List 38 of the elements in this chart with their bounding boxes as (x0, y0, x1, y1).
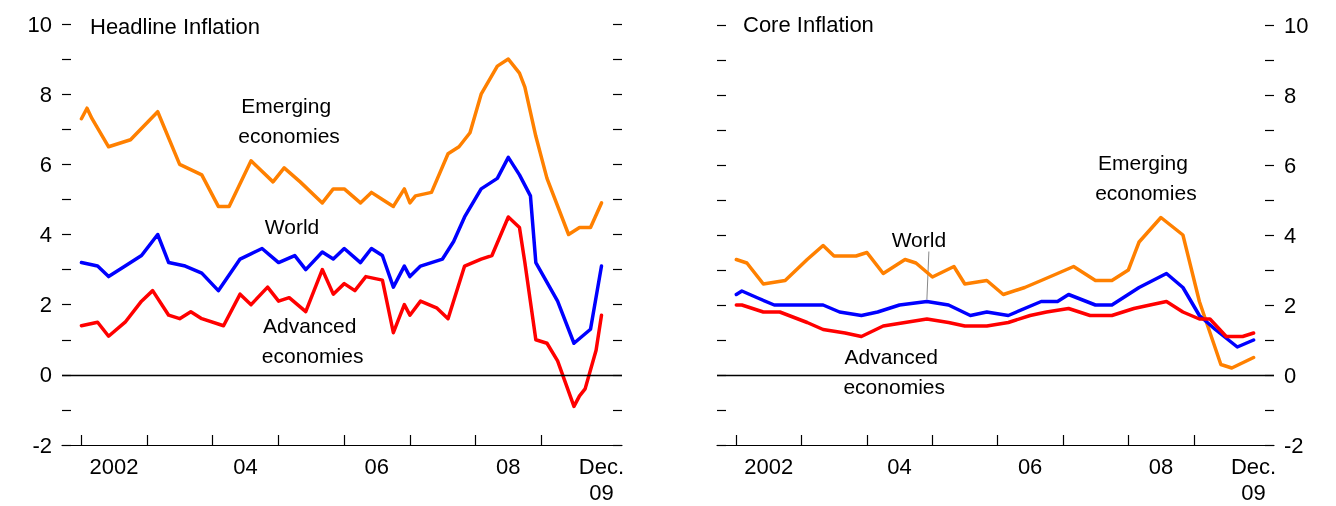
y-tick-label: 2 (39, 292, 52, 318)
series-label: Emerging economies (1095, 151, 1197, 204)
y-tick-label: 0 (39, 362, 52, 388)
x-tick-label: 08 (1148, 453, 1174, 479)
chart-title: Core Inflation (743, 11, 874, 37)
line-series (734, 215, 1256, 370)
x-tick-label: 04 (233, 453, 258, 479)
x-tick-label: 06 (364, 453, 390, 479)
series-label: World (264, 215, 320, 239)
series-label: Advanced economies (261, 313, 364, 367)
series-label: Emerging economies (238, 94, 340, 148)
y-tick-label: 8 (39, 81, 52, 107)
text: World (891, 228, 947, 251)
y2-tick-label: 4 (1284, 222, 1297, 248)
line-series (734, 299, 1256, 339)
y-tick-label: 6 (39, 151, 52, 177)
y-tick-label: 10 (27, 11, 52, 37)
y-tick-label: 4 (39, 222, 52, 247)
series-label: Advanced economies (843, 344, 945, 398)
y2-tick-label: 8 (1284, 82, 1297, 108)
x-tick-label: 2002 (89, 453, 139, 479)
y2-tick-label: 0 (1284, 362, 1297, 388)
x-tick-label: 2002 (744, 453, 794, 479)
line-series (79, 215, 604, 409)
line-series (734, 271, 1256, 349)
x-tick-label: 04 (887, 453, 912, 479)
line-series (79, 155, 604, 346)
y-tick-label: -2 (32, 432, 52, 458)
y2-tick-label: 6 (1284, 152, 1297, 178)
x-tick-label: Dec. 09 (578, 453, 625, 505)
line-series (79, 57, 604, 237)
y2-tick-label: 2 (1284, 292, 1297, 318)
y2-tick-label: -2 (1284, 432, 1304, 458)
x-tick-label: Dec. 09 (1230, 453, 1277, 505)
chart-title: Headline Inflation (90, 13, 261, 39)
y2-tick-label: 10 (1284, 12, 1309, 38)
x-tick-label: 06 (1017, 453, 1043, 479)
x-tick-label: 08 (496, 453, 521, 479)
